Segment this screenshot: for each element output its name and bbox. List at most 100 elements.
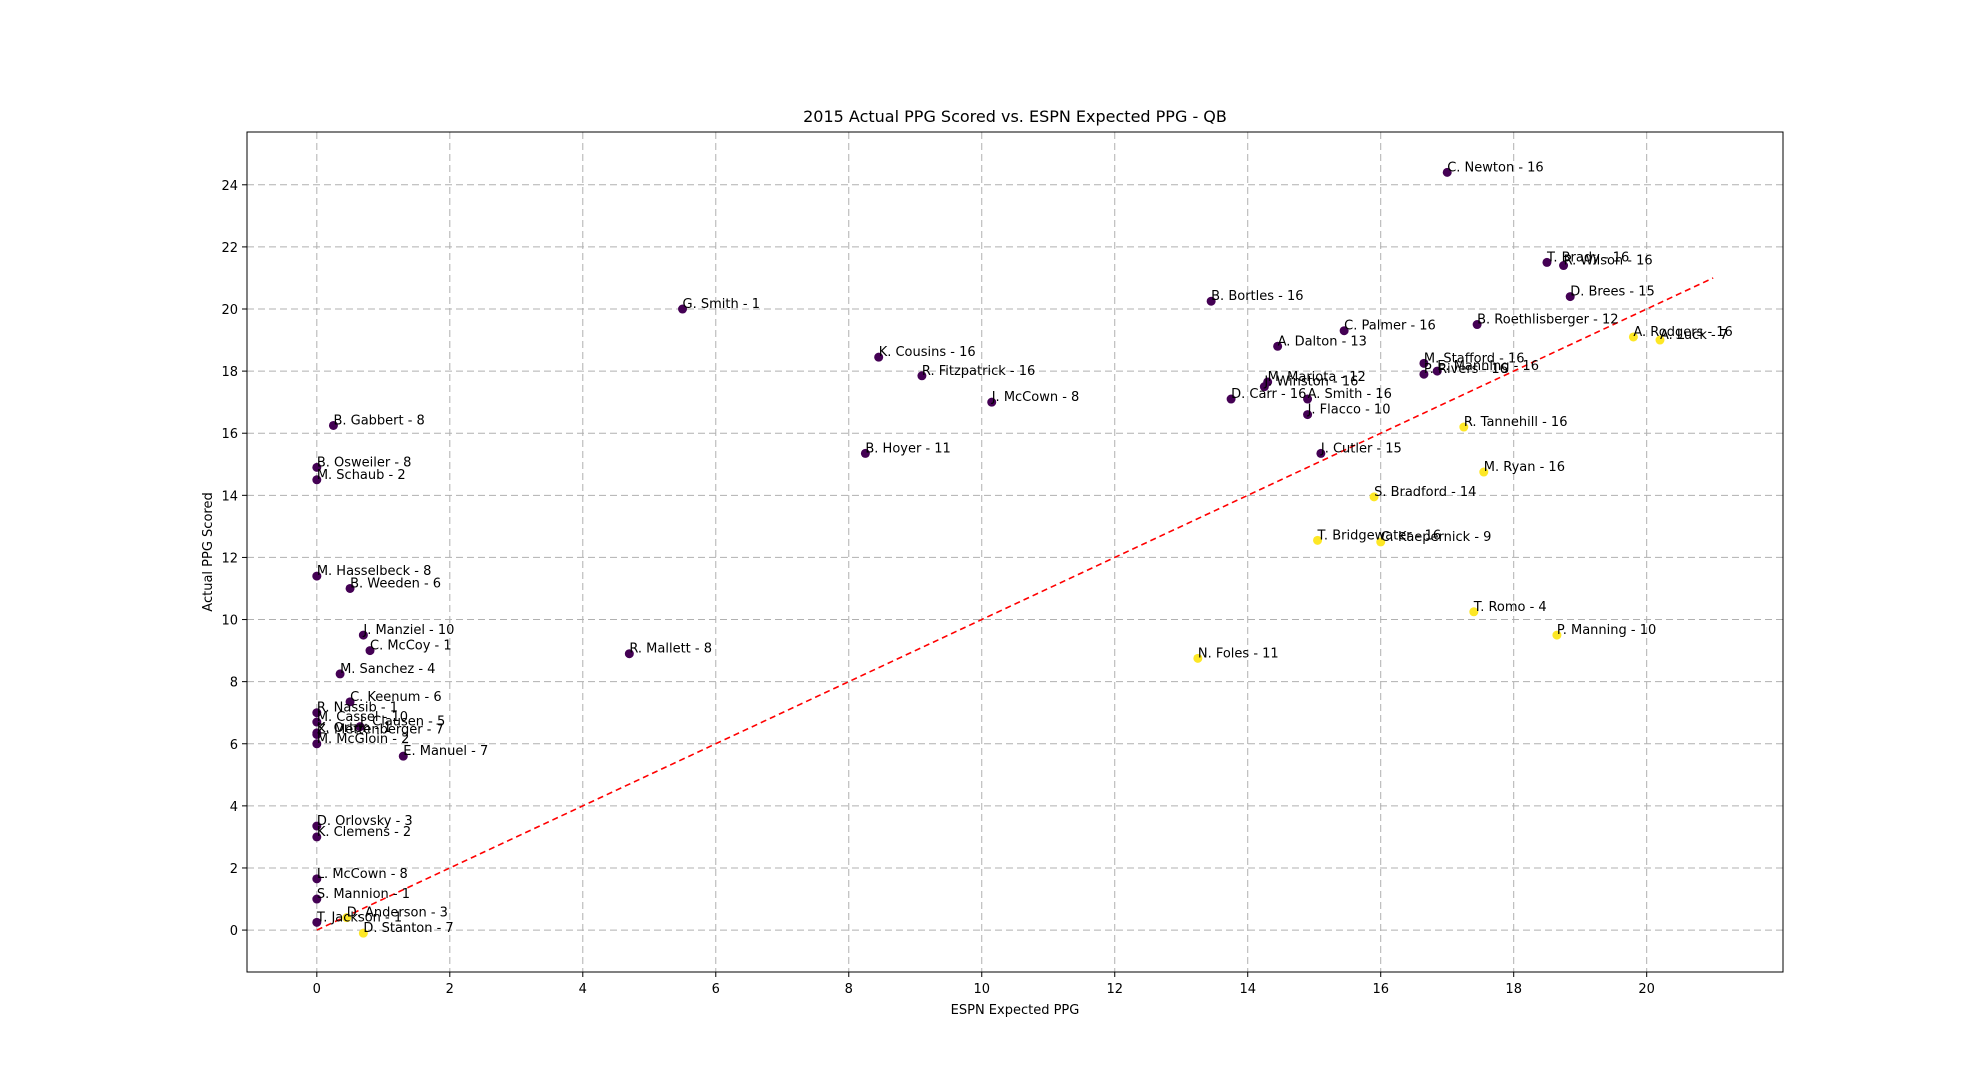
data-point-label: P. Manning - 10 bbox=[1557, 623, 1656, 638]
data-point-label: R. Nassib - 1 bbox=[317, 701, 398, 716]
data-point-label: E. Manuel - 7 bbox=[403, 744, 488, 759]
data-point-label: B. Roethlisberger - 12 bbox=[1477, 313, 1618, 328]
y-tick-label: 4 bbox=[230, 800, 238, 815]
data-point-label: C. Newton - 16 bbox=[1447, 160, 1543, 175]
data-point bbox=[1459, 422, 1469, 432]
data-point bbox=[1226, 394, 1236, 404]
x-axis-ticks: 0 2 4 6 8 10 12 14 16 18 20 bbox=[313, 972, 1655, 997]
data-point bbox=[358, 928, 368, 938]
data-point bbox=[312, 708, 322, 718]
data-point bbox=[312, 894, 322, 904]
data-point-label: A. Luck - 7 bbox=[1660, 328, 1728, 343]
data-point-label: M. Stafford - 16 bbox=[1424, 351, 1525, 366]
x-tick-label: 14 bbox=[1239, 982, 1256, 997]
y-tick-label: 14 bbox=[221, 489, 238, 504]
data-point-label: R. Fitzpatrick - 16 bbox=[922, 364, 1035, 379]
data-point bbox=[1479, 467, 1489, 477]
x-tick-label: 10 bbox=[973, 982, 990, 997]
y-tick-label: 2 bbox=[230, 862, 238, 877]
data-point bbox=[312, 717, 322, 727]
data-point-label: J. McCown - 8 bbox=[991, 390, 1080, 405]
data-point-label: C. McCoy - 1 bbox=[370, 639, 452, 654]
data-point-label: G. Smith - 1 bbox=[683, 297, 760, 312]
data-point-label: M. McGloin - 2 bbox=[317, 732, 410, 747]
data-point bbox=[312, 821, 322, 831]
x-tick-label: 18 bbox=[1505, 982, 1522, 997]
point-labels: C. Newton - 16 T. Brady - 16R. Wilson - 1… bbox=[316, 160, 1733, 936]
data-point bbox=[1655, 335, 1665, 345]
data-point-label: J. Flacco - 10 bbox=[1307, 403, 1391, 418]
data-point bbox=[312, 729, 322, 739]
data-point-label: B. Gabbert - 8 bbox=[333, 413, 424, 428]
y-tick-label: 6 bbox=[230, 738, 238, 753]
data-point-label: M. Cassel - 10 bbox=[317, 710, 408, 725]
x-axis-title: ESPN Expected PPG bbox=[951, 1003, 1080, 1018]
data-point-label: M. Schaub - 2 bbox=[317, 468, 406, 483]
data-point bbox=[860, 448, 870, 458]
data-point-label: D. Carr - 16 bbox=[1231, 387, 1306, 402]
y-tick-label: 10 bbox=[221, 614, 238, 629]
chart-title: 2015 Actual PPG Scored vs. ESPN Expected… bbox=[803, 107, 1227, 126]
data-point-label: C. Keenum - 6 bbox=[350, 690, 442, 705]
data-point-label: B. Osweiler - 8 bbox=[317, 455, 412, 470]
data-point bbox=[1339, 326, 1349, 336]
data-point-label: J. Clausen - 5 bbox=[359, 715, 445, 730]
y-tick-label: 24 bbox=[221, 179, 238, 194]
y-tick-label: 18 bbox=[221, 365, 238, 380]
data-point-label: D. Anderson - 3 bbox=[347, 906, 448, 921]
data-point bbox=[355, 722, 365, 732]
data-point-label: R. Tannehill - 16 bbox=[1464, 415, 1568, 430]
data-point bbox=[312, 874, 322, 884]
data-point-label: R. Wilson - 16 bbox=[1564, 254, 1653, 269]
x-tick-label: 12 bbox=[1106, 982, 1123, 997]
data-point bbox=[1565, 292, 1575, 302]
data-point-label: M. Hasselbeck - 8 bbox=[317, 564, 432, 579]
y-tick-label: 16 bbox=[221, 427, 238, 442]
data-point bbox=[345, 697, 355, 707]
data-point-label: A. Dalton - 13 bbox=[1278, 334, 1367, 349]
data-point-label: K. Clemens - 2 bbox=[317, 825, 411, 840]
data-point bbox=[312, 832, 322, 842]
data-point bbox=[1303, 410, 1313, 420]
data-point bbox=[1193, 653, 1203, 663]
data-point-label: B. Weeden - 6 bbox=[350, 576, 441, 591]
data-point-label: E. Manning - 16 bbox=[1437, 359, 1539, 374]
data-point bbox=[1273, 341, 1283, 351]
data-point-label: B. Hoyer - 11 bbox=[865, 441, 950, 456]
data-point bbox=[1469, 607, 1479, 617]
data-point-label: M. Ryan - 16 bbox=[1484, 460, 1565, 475]
data-point-label: D. Orlovsky - 3 bbox=[317, 814, 413, 829]
data-point bbox=[1442, 167, 1452, 177]
x-tick-label: 8 bbox=[845, 982, 853, 997]
data-point-label: M. Mariota - 12 bbox=[1268, 370, 1366, 385]
data-point bbox=[312, 917, 322, 927]
data-point bbox=[1628, 332, 1638, 342]
trend-line-layer bbox=[316, 277, 1714, 931]
data-point-label: M. Sanchez - 4 bbox=[340, 662, 435, 677]
data-point bbox=[624, 649, 634, 659]
plot-frame bbox=[246, 131, 1784, 973]
data-point bbox=[1419, 369, 1429, 379]
data-point bbox=[1259, 382, 1269, 392]
data-point-label: K. Cousins - 16 bbox=[879, 345, 976, 360]
data-point-label: L. McCown - 8 bbox=[317, 867, 408, 882]
trend-line bbox=[316, 277, 1714, 931]
data-point bbox=[312, 462, 322, 472]
data-point bbox=[1369, 492, 1379, 502]
data-point bbox=[312, 739, 322, 749]
data-point-label: A. Smith - 16 bbox=[1308, 387, 1392, 402]
data-point-label: J. Winston - 16 bbox=[1263, 375, 1358, 390]
data-point bbox=[312, 475, 322, 485]
data-point-label: A. Rodgers - 16 bbox=[1633, 325, 1732, 340]
y-tick-label: 0 bbox=[230, 924, 238, 939]
x-tick-label: 20 bbox=[1638, 982, 1655, 997]
x-tick-label: 4 bbox=[579, 982, 587, 997]
y-axis-title: Actual PPG Scored bbox=[201, 492, 216, 611]
data-point bbox=[398, 751, 408, 761]
data-point-label: R. Mallett - 8 bbox=[629, 642, 712, 657]
data-point bbox=[1303, 394, 1313, 404]
data-point bbox=[1542, 257, 1552, 267]
data-point bbox=[987, 397, 997, 407]
